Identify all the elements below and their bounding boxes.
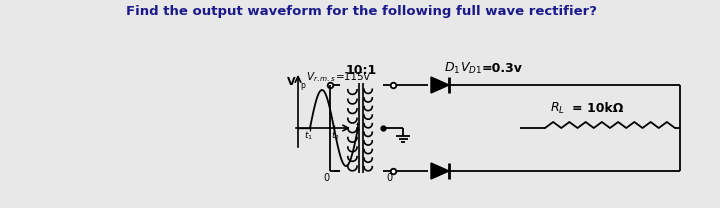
Text: =0.3v: =0.3v (482, 62, 523, 74)
Text: 10:1: 10:1 (346, 63, 377, 77)
Text: 0: 0 (323, 173, 329, 183)
Polygon shape (431, 77, 449, 93)
Text: 0: 0 (386, 173, 392, 183)
Text: =115v: =115v (336, 72, 371, 82)
Text: $t_2$: $t_2$ (330, 129, 339, 141)
Text: $R_L$: $R_L$ (550, 100, 565, 116)
Text: Find the output waveform for the following full wave rectifier?: Find the output waveform for the followi… (127, 5, 598, 19)
Text: $V_{D1}$: $V_{D1}$ (460, 61, 482, 76)
Polygon shape (431, 163, 449, 179)
Text: $D_1$: $D_1$ (444, 61, 460, 76)
Text: p: p (300, 80, 305, 89)
Text: $t_1$: $t_1$ (305, 129, 313, 141)
Text: t: t (356, 122, 360, 132)
Text: $V_{r.m.s}$: $V_{r.m.s}$ (306, 70, 336, 84)
Text: V: V (287, 77, 296, 87)
Text: = 10kΩ: = 10kΩ (572, 102, 624, 114)
